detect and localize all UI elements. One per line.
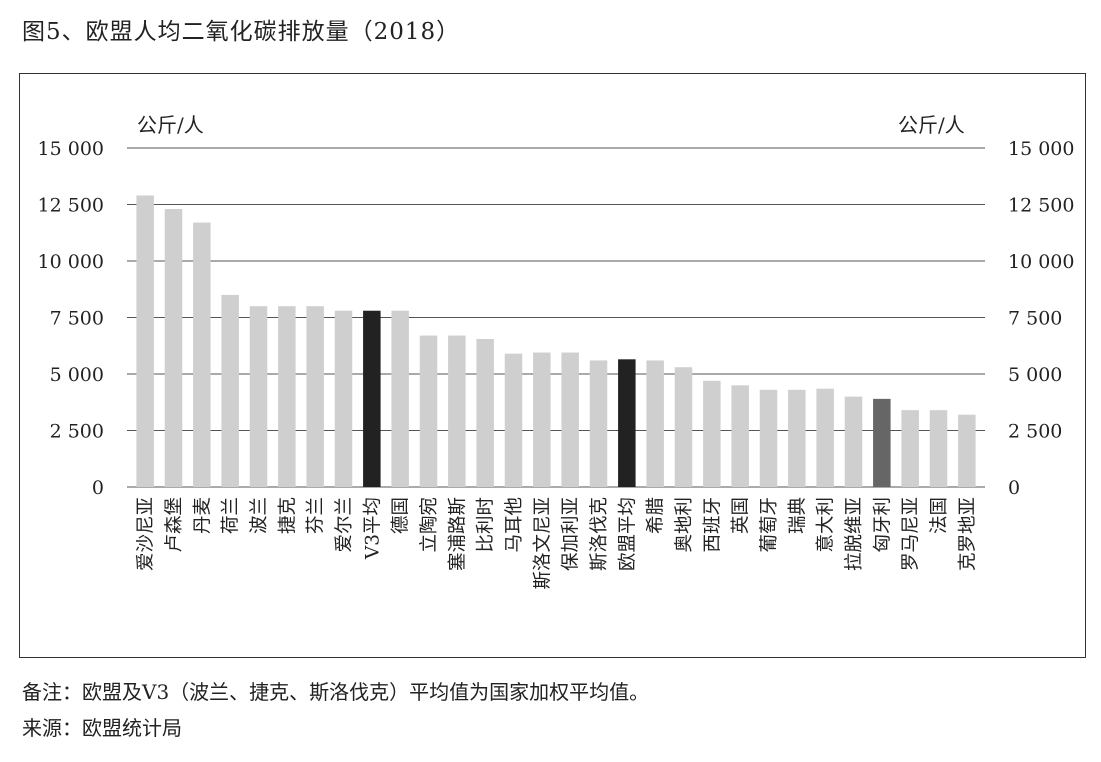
x-tick-label: 波兰	[249, 497, 270, 534]
x-tick-label: 拉脱维亚	[844, 497, 865, 571]
bar	[929, 410, 948, 487]
x-tick-label: 奥地利	[674, 497, 695, 553]
source-note: 来源：欧盟统计局	[22, 716, 182, 740]
x-tick-label: 斯洛文尼亚	[532, 497, 553, 590]
x-tick-label: 罗马尼亚	[901, 497, 922, 571]
bar	[476, 338, 494, 487]
bar	[589, 360, 608, 487]
y-tick-label-left: 2 500	[50, 421, 104, 443]
bar	[136, 195, 154, 487]
bar	[419, 335, 438, 487]
x-tick-label: 匈牙利	[872, 497, 893, 553]
y-tick-label-right: 12 500	[1008, 195, 1074, 217]
y-tick-label-left: 10 000	[38, 251, 104, 273]
y-tick-label-right: 0	[1008, 477, 1020, 499]
x-tick-label: 比利时	[476, 497, 497, 553]
y-axis-left: 15 000 12 500 10 000 7 500 5 000 2 500 0	[38, 138, 104, 499]
bar	[334, 310, 353, 487]
y-tick-label-left: 7 500	[50, 308, 104, 330]
x-tick-label: 捷克	[277, 497, 298, 534]
x-tick-label: 卢森堡	[164, 497, 185, 553]
bar	[816, 388, 834, 487]
x-tick-label: 塞浦路斯	[447, 497, 468, 571]
x-tick-label: 瑞典	[787, 497, 808, 534]
bar	[788, 389, 806, 487]
x-tick-label: 丹麦	[192, 497, 213, 534]
chart-title: 图5、欧盟人均二氧化碳排放量（2018）	[22, 19, 461, 45]
x-tick-label: 希腊	[646, 497, 667, 534]
bar-chart: 15 000 12 500 10 000 7 500 5 000 2 500 0 15 00…	[38, 113, 1075, 590]
bar	[164, 209, 183, 487]
x-tick-label: 英国	[731, 497, 752, 534]
bar	[958, 414, 976, 487]
remark-note: 备注：欧盟及V3（波兰、捷克、斯洛伐克）平均值为国家加权平均值。	[22, 680, 650, 704]
bars	[136, 195, 976, 487]
bar	[533, 352, 551, 487]
x-tick-label: 葡萄牙	[759, 497, 780, 553]
y-tick-label-left: 0	[92, 477, 104, 499]
x-tick-label: 法国	[929, 497, 950, 534]
bar	[646, 360, 664, 487]
y-tick-label-right: 10 000	[1008, 251, 1074, 273]
gridlines	[127, 147, 985, 488]
bar	[703, 380, 721, 487]
x-tick-label: 爱沙尼亚	[136, 497, 157, 571]
x-tick-label: 克罗地亚	[957, 497, 978, 571]
chart-frame: 15 000 12 500 10 000 7 500 5 000 2 500 0 15 00…	[19, 73, 1086, 658]
bar	[844, 396, 863, 487]
y-tick-label-left: 15 000	[38, 138, 104, 160]
bar	[193, 222, 211, 487]
x-tick-label: 欧盟平均	[617, 497, 638, 571]
unit-label-right: 公斤/人	[898, 113, 965, 137]
x-tick-label: 德国	[391, 497, 412, 534]
x-tick-label: 斯洛伐克	[589, 497, 610, 571]
y-tick-label-left: 12 500	[38, 195, 104, 217]
bar	[278, 306, 296, 487]
bar	[249, 306, 268, 487]
x-tick-label: 爱尔兰	[334, 497, 355, 553]
x-tick-label: 意大利	[816, 497, 837, 553]
bar	[674, 367, 693, 487]
y-tick-label-right: 15 000	[1008, 138, 1074, 160]
unit-label-left: 公斤/人	[137, 113, 204, 137]
bar	[221, 294, 239, 487]
bar	[731, 385, 749, 487]
bar	[391, 310, 409, 487]
x-axis-labels: 爱沙尼亚 卢森堡 丹麦 荷兰 波兰 捷克 芬兰 爱尔兰 V3平均 德国 立陶宛 塞浦路斯 比利时 马耳他斯…	[136, 497, 979, 590]
x-tick-label: 保加利亚	[561, 497, 582, 571]
x-tick-label: 芬兰	[306, 497, 327, 534]
x-tick-label: 立陶宛	[419, 497, 440, 553]
x-tick-label: 西班牙	[702, 497, 723, 553]
bar	[561, 352, 579, 487]
x-tick-label: 荷兰	[221, 497, 242, 534]
bar	[363, 310, 381, 487]
y-tick-label-right: 5 000	[1008, 364, 1062, 386]
bar	[901, 410, 919, 487]
bar	[306, 306, 324, 487]
x-tick-label: V3平均	[362, 497, 383, 560]
bar	[448, 335, 466, 487]
bar	[873, 398, 891, 487]
bar	[759, 389, 778, 487]
x-tick-label: 马耳他	[504, 497, 525, 553]
y-tick-label-right: 7 500	[1008, 308, 1062, 330]
bar	[618, 359, 636, 487]
y-tick-label-right: 2 500	[1008, 421, 1062, 443]
y-axis-right: 15 000 12 500 10 000 7 500 5 000 2 500 0	[1008, 138, 1074, 499]
bar	[504, 353, 523, 487]
y-tick-label-left: 5 000	[50, 364, 104, 386]
